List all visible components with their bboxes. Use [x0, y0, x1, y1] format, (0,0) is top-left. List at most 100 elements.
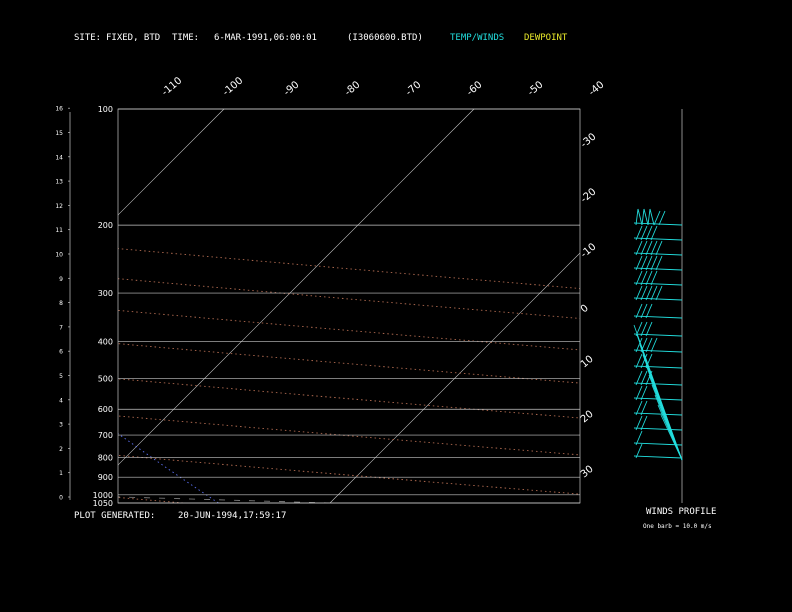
wind-barb-tick — [650, 225, 658, 241]
wind-barb-tick — [635, 353, 643, 369]
wind-barb-tick — [650, 240, 658, 256]
wind-barb-tick — [640, 255, 648, 271]
isotherm-line — [579, 502, 580, 503]
wind-barb-flag — [635, 208, 643, 226]
height-tick-label: 14 — [55, 154, 63, 161]
pressure-label: 400 — [98, 337, 113, 346]
pressure-label: 200 — [98, 221, 113, 230]
dry-adiabat-line — [118, 248, 580, 289]
wind-barb-tick — [650, 337, 658, 353]
height-tick-label: 16 — [55, 106, 63, 113]
wind-barb-tick — [645, 225, 653, 241]
height-tick-label: 12 — [55, 203, 63, 210]
pressure-label: 1000 — [93, 491, 113, 500]
wind-barb-tick — [645, 240, 653, 256]
isotherm-top-label: -100 — [221, 75, 245, 98]
dry-adiabat-line — [118, 278, 580, 319]
wind-barb-tick — [645, 303, 653, 319]
dry-adiabat-line — [118, 343, 580, 384]
legend-dewpoint: DEWPOINT — [524, 33, 568, 43]
wind-barb-tick — [655, 240, 663, 256]
height-tick-label: 5 — [59, 373, 63, 380]
isotherm-top-label: -110 — [160, 75, 184, 98]
height-tick-label: 2 — [59, 446, 63, 453]
wind-barb-tick — [640, 385, 648, 401]
isotherm-right-label: 30 — [579, 464, 596, 481]
wind-barb-flag — [641, 208, 649, 226]
height-tick-label: 0 — [59, 495, 63, 502]
height-tick-label: 9 — [59, 276, 63, 283]
isotherm-right-label: -10 — [579, 241, 599, 260]
pressure-label: 100 — [98, 105, 113, 114]
plot-area — [0, 109, 580, 503]
file-id: (I3060600.BTD) — [347, 33, 423, 43]
wind-barb-tick — [635, 270, 643, 286]
wind-barb-tick — [635, 240, 643, 256]
wind-barb-tick — [658, 210, 666, 226]
plot-generated-value: 20-JUN-1994,17:59:17 — [178, 511, 287, 521]
wind-barb-tick — [635, 303, 643, 319]
isotherm-top-label: -40 — [587, 79, 607, 98]
pressure-label: 800 — [98, 453, 113, 462]
height-tick-label: 8 — [59, 300, 63, 307]
height-tick-label: 10 — [55, 252, 63, 259]
isotherm-top-label: -60 — [465, 79, 485, 98]
pressure-label: 700 — [98, 431, 113, 440]
wind-barb-tick — [635, 337, 643, 353]
wind-barb-tick — [655, 285, 663, 301]
height-tick-label: 3 — [59, 422, 63, 429]
time-value: 6-MAR-1991,06:00:01 — [214, 33, 317, 43]
wind-barb-tick — [635, 430, 643, 446]
site-label: SITE: — [74, 33, 102, 43]
time-label: TIME: — [172, 33, 200, 43]
moist-adiabat-line — [0, 225, 80, 503]
wind-barb-lower — [660, 414, 683, 461]
wind-barb-tick — [635, 225, 643, 241]
wind-barb-tick — [650, 270, 658, 286]
isotherm-top-label: -80 — [343, 79, 363, 98]
wind-barb-tick — [640, 400, 648, 416]
wind-barb-tick — [640, 270, 648, 286]
height-tick-label: 1 — [59, 470, 63, 477]
dry-adiabat-line — [118, 415, 580, 456]
plot-frame — [117, 108, 581, 504]
wind-barb-tick — [635, 385, 643, 401]
wind-barb-tick — [645, 255, 653, 271]
isotherm-right-label: 20 — [579, 409, 596, 426]
wind-barb-tick — [640, 285, 648, 301]
legend-temp-winds: TEMP/WINDS — [450, 33, 505, 43]
isotherm-top-label: -50 — [526, 79, 546, 98]
isotherm-right-label: 0 — [579, 303, 591, 316]
isotherm-right-label: -20 — [579, 186, 599, 205]
wind-barb-staff — [633, 455, 683, 459]
pressure-label: 900 — [98, 473, 113, 482]
wind-barb-staff — [633, 442, 683, 446]
height-tick-label: 13 — [55, 179, 63, 186]
wind-barb-tick — [650, 255, 658, 271]
pressure-label: 300 — [98, 289, 113, 298]
plot-generated-label: PLOT GENERATED: — [74, 511, 156, 521]
wind-barb-tick — [640, 321, 648, 337]
wind-barb-tick — [640, 225, 648, 241]
winds-profile-note: One barb = 10.0 m/s — [643, 523, 712, 530]
wind-barb-tick — [640, 303, 648, 319]
wind-barb-tick — [650, 285, 658, 301]
height-tick-label: 7 — [59, 324, 63, 331]
wind-barb-tick — [653, 210, 661, 226]
site-value: FIXED, BTD — [106, 33, 161, 43]
dry-adiabat-line — [118, 309, 580, 351]
wind-barb-tick — [655, 255, 663, 271]
wind-barb-tick — [635, 370, 643, 386]
wind-barb-tick — [635, 415, 643, 431]
moist-adiabat-line — [118, 496, 331, 503]
wind-barb-tick — [635, 443, 643, 459]
pressure-label: 600 — [98, 405, 113, 414]
isotherm-top-label: -90 — [282, 79, 302, 98]
height-tick-label: 6 — [59, 349, 63, 356]
wind-barb-tick — [635, 400, 643, 416]
isotherm-line — [118, 109, 475, 466]
height-tick-label: 4 — [59, 397, 63, 404]
pressure-label: 500 — [98, 375, 113, 384]
